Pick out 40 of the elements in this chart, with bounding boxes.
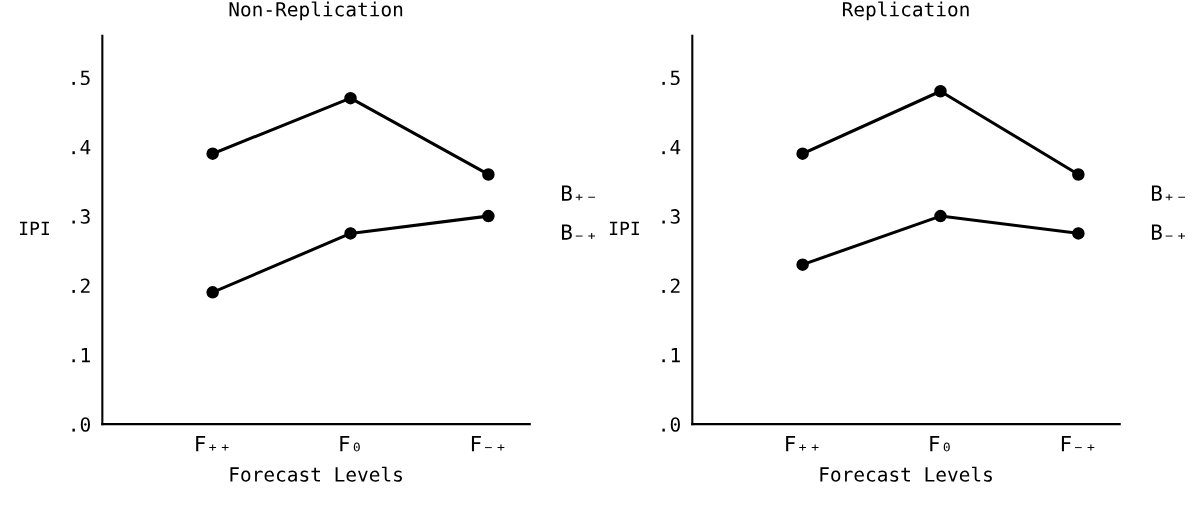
text: B₊₋ (562, 185, 596, 201)
point (206, 147, 219, 160)
point (934, 84, 947, 98)
x-tick-label: F₊₊ (786, 435, 819, 452)
y-tick-label: .4 (662, 139, 681, 155)
y-tick-label: .0 (72, 417, 90, 432)
point (1072, 168, 1085, 181)
y-tick-label: .5 (662, 70, 680, 86)
point (934, 209, 947, 223)
point (1072, 227, 1085, 240)
text: B₊₋ (1151, 185, 1186, 201)
y-tick-label: .0 (662, 417, 680, 432)
y-axis-title: IPI (609, 221, 639, 235)
y-tick-label: .3 (72, 209, 90, 224)
text: B₋₊ (562, 224, 596, 240)
point (206, 286, 219, 299)
point (796, 147, 809, 160)
y-tick-label: .1 (662, 348, 680, 363)
x-tick-label: F₋₊ (1061, 435, 1095, 452)
x-tick-label: F₀ (340, 435, 360, 452)
x-tick-label: F₋₊ (471, 435, 505, 452)
y-tick-label: .3 (662, 209, 680, 224)
point (482, 168, 495, 181)
x-tick-label: F₀ (930, 435, 950, 452)
point (344, 91, 357, 105)
chart-title: Replication (842, 1, 969, 21)
y-tick-label: .2 (662, 278, 680, 293)
x-tick-label: F₊₊ (196, 435, 229, 452)
point (482, 209, 495, 223)
y-tick-label: .4 (72, 139, 91, 155)
y-tick-label: .5 (72, 70, 90, 86)
chart-title: Non-Replication (229, 1, 403, 21)
y-axis-title: IPI (19, 221, 49, 235)
x-axis-title: Forecast Levels (230, 466, 402, 482)
point (796, 258, 809, 271)
y-tick-label: .1 (72, 348, 90, 363)
text: B₋₊ (1151, 224, 1186, 240)
point (344, 227, 357, 240)
y-tick-label: .2 (72, 278, 90, 293)
x-axis-title: Forecast Levels (820, 466, 992, 482)
